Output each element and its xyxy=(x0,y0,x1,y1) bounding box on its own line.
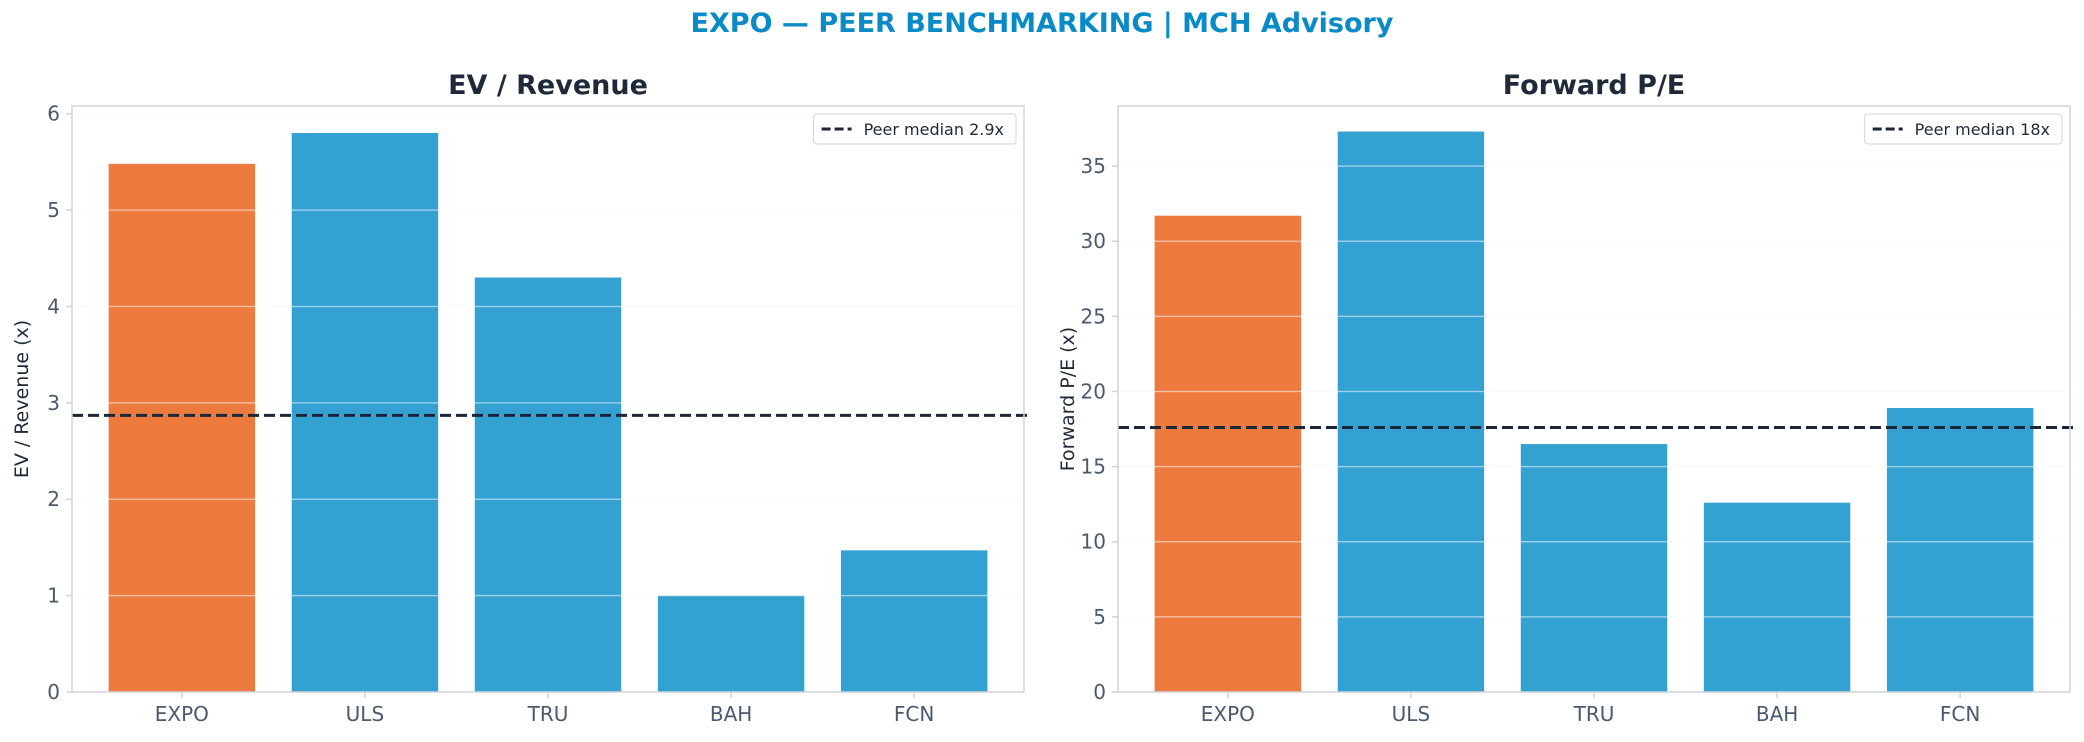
legend: Peer median 2.9x xyxy=(813,113,1017,145)
bar-uls xyxy=(291,132,439,693)
x-tick-label: ULS xyxy=(346,702,384,726)
x-tick-label: TRU xyxy=(527,702,569,726)
bar-expo xyxy=(108,163,256,692)
y-tick-label: 5 xyxy=(47,198,60,222)
legend-label: Peer median 2.9x xyxy=(864,120,1004,139)
x-tick-label: EXPO xyxy=(155,702,209,726)
y-tick-label: 3 xyxy=(47,391,60,415)
x-tick-label: FCN xyxy=(1940,702,1980,726)
y-tick-label: 15 xyxy=(1081,455,1106,479)
y-tick-label: 1 xyxy=(47,584,60,608)
bar-fcn xyxy=(1886,408,2034,692)
chart-panel-2: 0 5 10 15 20 25 30 35 EXPO ULS TRU BAH FCN Forward P/… xyxy=(1057,70,2074,726)
y-tick-label: 20 xyxy=(1081,379,1106,403)
bar-tru xyxy=(474,277,622,692)
y-tick-label: 0 xyxy=(1093,680,1106,704)
chart-panel-1: 0 1 2 3 4 5 6 EXPO ULS TRU BAH FCN EV / Revenue EV / … xyxy=(11,70,1028,726)
x-tick-label: TRU xyxy=(1573,702,1615,726)
y-axis-label: EV / Revenue (x) xyxy=(11,320,33,478)
x-tick-label: ULS xyxy=(1392,702,1430,726)
x-tick-label: BAH xyxy=(710,702,752,726)
y-tick-label: 5 xyxy=(1093,605,1106,629)
y-tick-label: 4 xyxy=(47,294,60,318)
bar-bah xyxy=(1703,502,1851,692)
y-tick-label: 35 xyxy=(1081,154,1106,178)
legend-label: Peer median 18x xyxy=(1915,120,2050,139)
legend: Peer median 18x xyxy=(1864,113,2063,145)
axis-title: EV / Revenue xyxy=(448,70,648,101)
x-tick-label: FCN xyxy=(894,702,934,726)
legend-box xyxy=(1864,113,2063,145)
bar-uls xyxy=(1337,131,1485,693)
figure-title: EXPO — PEER BENCHMARKING | MCH Advisory xyxy=(690,8,1394,39)
bar-tru xyxy=(1520,444,1668,692)
y-axis-label: Forward P/E (x) xyxy=(1057,327,1079,471)
axis-title: Forward P/E xyxy=(1503,70,1686,101)
x-tick-label: BAH xyxy=(1756,702,1798,726)
y-tick-label: 0 xyxy=(47,680,60,704)
y-tick-label: 6 xyxy=(47,102,60,126)
bar-expo xyxy=(1154,215,1302,692)
bar-fcn xyxy=(840,550,988,692)
y-tick-label: 2 xyxy=(47,487,60,511)
bar-bah xyxy=(657,595,805,692)
x-tick-label: EXPO xyxy=(1201,702,1255,726)
y-tick-label: 30 xyxy=(1081,229,1106,253)
y-tick-label: 10 xyxy=(1081,530,1106,554)
legend-box xyxy=(813,113,1017,145)
y-tick-label: 25 xyxy=(1081,304,1106,328)
